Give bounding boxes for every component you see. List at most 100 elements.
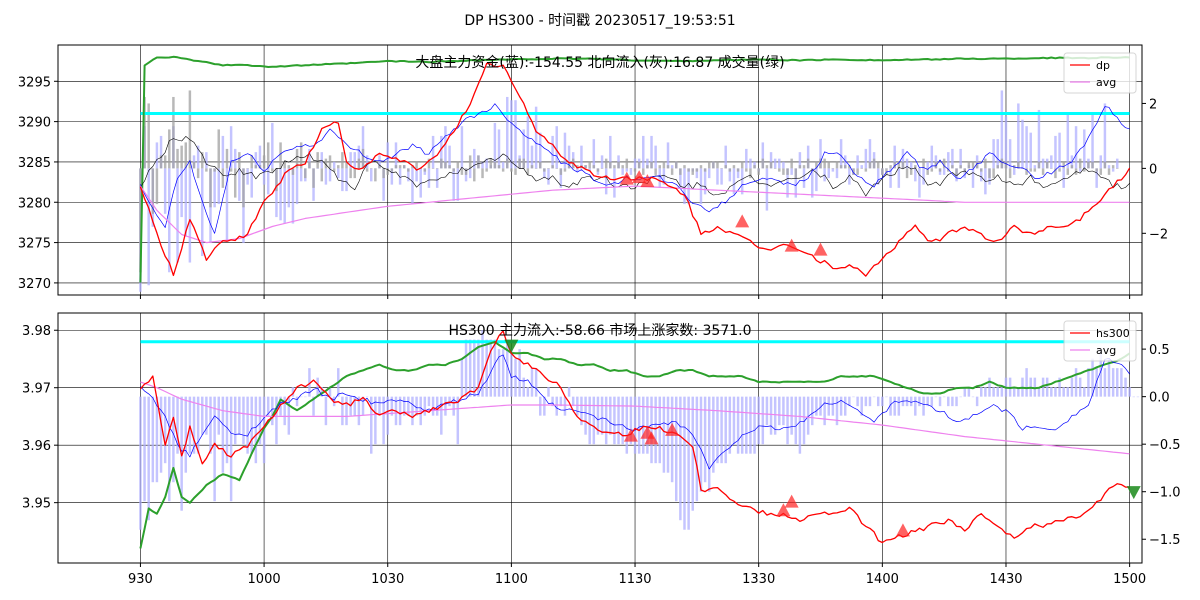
legend-entry: avg (1096, 76, 1116, 89)
north-bar (176, 148, 179, 169)
flow-bar (271, 122, 274, 169)
north-bar (666, 165, 670, 169)
y-tick-label: 3.96 (22, 439, 51, 454)
price-line (139, 330, 1130, 544)
flow-bar (196, 145, 200, 169)
flow-bar (213, 168, 216, 208)
north-bar (588, 161, 591, 169)
flow-bar (856, 155, 859, 169)
flow-bar (345, 168, 348, 192)
legend-entry: dp (1096, 59, 1110, 72)
north-bar (1041, 168, 1045, 175)
flow-bar (378, 155, 381, 169)
flow-bar (823, 396, 826, 426)
north-bar (242, 168, 245, 208)
flow-bar (749, 396, 752, 454)
north-bar (745, 168, 748, 172)
north-bar (592, 165, 596, 169)
north-bar (802, 165, 806, 169)
north-bar (609, 161, 612, 169)
north-bar (374, 168, 377, 182)
north-bar (365, 168, 369, 172)
flow-bar (1111, 168, 1115, 172)
flow-bar (444, 396, 447, 416)
flow-bar (382, 168, 385, 201)
buy-marker (632, 170, 647, 184)
flow-bar (1128, 387, 1131, 397)
flow-bar (909, 161, 913, 169)
flow-bar (1107, 358, 1111, 397)
north-bar (720, 168, 723, 169)
north-bar (229, 168, 233, 172)
flow-bar (328, 168, 332, 182)
flow-bar (646, 396, 649, 454)
north-bar (596, 168, 600, 172)
north-bar (794, 168, 798, 179)
avg-line (140, 381, 1130, 455)
flow-bar (926, 161, 929, 169)
flow-bar (1058, 377, 1061, 397)
flow-bar (765, 168, 769, 211)
y2-tick-label: −2 (1149, 227, 1168, 242)
flow-bar (188, 168, 192, 263)
flow-bar (233, 148, 237, 169)
flow-bar (382, 396, 385, 445)
flow-bar (1136, 396, 1140, 398)
flow-bar (963, 387, 967, 397)
flow-bar (806, 145, 810, 169)
buy-marker (895, 523, 910, 537)
north-bar (213, 168, 216, 172)
sell-marker (504, 339, 519, 353)
flow-bar (402, 396, 406, 416)
flow-bar (435, 396, 439, 416)
flow-bar (609, 396, 612, 435)
north-bar (658, 165, 662, 169)
north-bar (967, 161, 971, 169)
flow-bar (662, 396, 666, 473)
north-bar (868, 161, 872, 169)
flow-bar (951, 148, 954, 169)
north-bar (370, 168, 373, 169)
north-bar (827, 161, 830, 169)
y2-tick-label: 0.0 (1149, 391, 1170, 406)
flow-bar (703, 396, 707, 483)
sell-marker (1126, 486, 1141, 500)
flow-bar (398, 396, 402, 426)
flow-bar (1066, 113, 1070, 169)
flow-bars (139, 330, 1140, 530)
north-bar (1000, 158, 1004, 169)
figure-title: DP HS300 - 时间戳 20230517_19:53:51 (464, 13, 735, 29)
flow-bar (835, 396, 839, 426)
flow-bar (168, 396, 171, 502)
flow-bar (357, 145, 361, 169)
flow-bar (341, 168, 344, 192)
north-bar (621, 165, 624, 169)
buy-marker (665, 422, 680, 436)
flow-bar (1008, 139, 1012, 169)
flow-bar (147, 168, 150, 286)
flow-bar (835, 168, 839, 179)
flow-bar (485, 158, 488, 169)
north-bar (295, 148, 299, 169)
flow-bar (773, 396, 777, 435)
flow-bar (679, 168, 682, 188)
flow-bar (1041, 377, 1045, 397)
north-bar (695, 168, 699, 172)
flow-bar (390, 168, 394, 185)
flow-bar (856, 396, 859, 407)
flow-bar (926, 396, 929, 407)
north-bar (633, 168, 637, 172)
flow-bar (802, 168, 806, 188)
x-tick-label: 1400 (866, 572, 899, 587)
flow-bar (980, 168, 983, 182)
flow-bar (394, 142, 398, 169)
flow-bars (139, 90, 1119, 292)
flow-bar (699, 168, 703, 205)
north-bar (1070, 165, 1074, 169)
flow-bar (176, 396, 179, 454)
north-bar (196, 168, 200, 179)
flow-bar (712, 396, 715, 473)
flow-bar (353, 396, 356, 416)
flow-bar (468, 339, 472, 397)
north-bar (860, 168, 863, 169)
